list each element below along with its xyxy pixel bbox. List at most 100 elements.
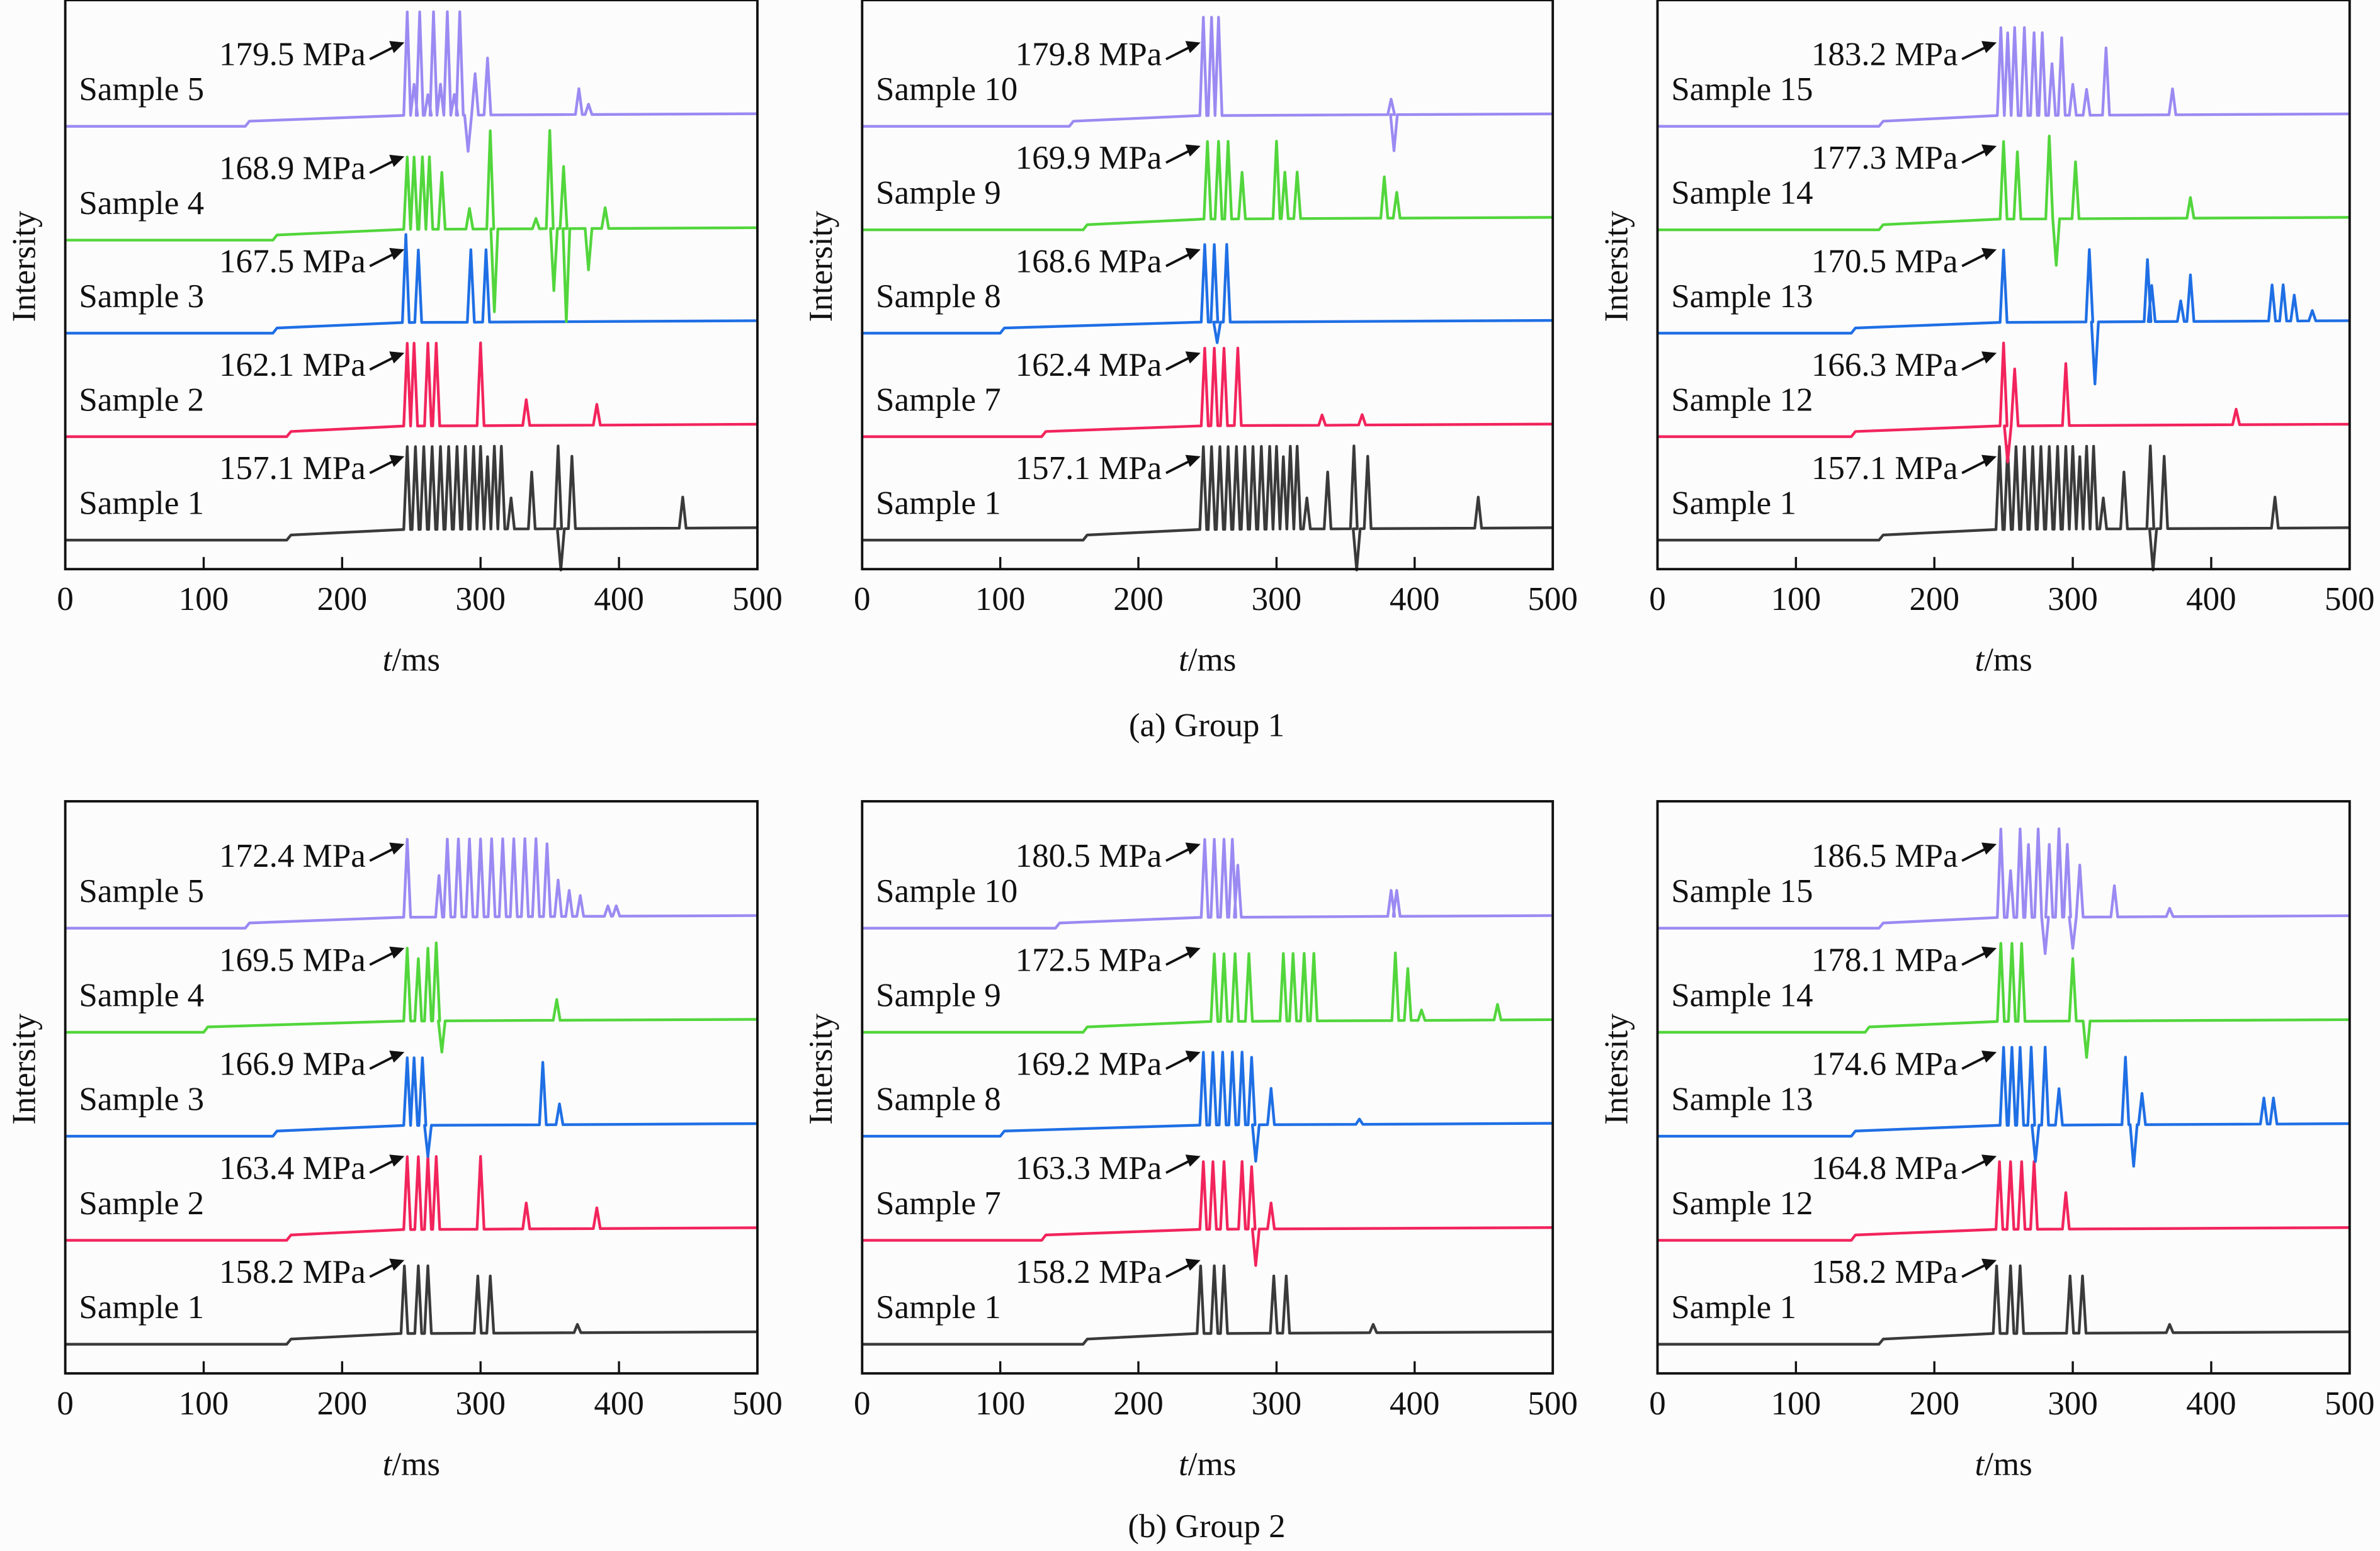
arrowhead-icon <box>1981 1051 1997 1063</box>
stress-annotation: 163.3 MPa <box>1016 1150 1162 1187</box>
x-tick-label: 500 <box>2325 1385 2375 1422</box>
caption-group-1: (a) Group 1 <box>1129 707 1284 743</box>
stress-annotation: 166.9 MPa <box>219 1046 366 1083</box>
x-tick-label: 300 <box>1252 581 1302 618</box>
stress-annotation: 172.5 MPa <box>1016 942 1162 978</box>
y-axis-label: Intersity <box>803 1013 839 1125</box>
series-line-sample-9 <box>862 951 1553 1034</box>
arrowhead-icon <box>389 247 405 261</box>
x-axis-label: t/ms <box>1179 642 1236 679</box>
stress-annotation: 167.5 MPa <box>219 243 366 279</box>
x-tick-label: 300 <box>455 1385 506 1422</box>
x-tick-label: 200 <box>317 581 368 618</box>
series-label: Sample 13 <box>1671 278 1813 315</box>
x-tick-label: 0 <box>57 1385 74 1422</box>
stress-annotation: 169.9 MPa <box>1016 140 1162 176</box>
stress-annotation: 157.1 MPa <box>219 450 366 487</box>
arrowhead-icon <box>1981 842 1997 855</box>
arrowhead-icon <box>1185 1154 1201 1167</box>
series-line-sample-1 <box>1657 1264 2350 1346</box>
arrowhead-icon <box>1185 454 1201 467</box>
series-line-sample-5 <box>65 837 757 930</box>
x-tick-label: 100 <box>179 581 229 618</box>
plot-frame <box>64 0 759 571</box>
x-tick-label: 0 <box>1649 581 1666 618</box>
x-tick-label: 100 <box>179 1385 229 1422</box>
x-tick-label: 100 <box>975 581 1026 618</box>
x-tick-label: 400 <box>594 1385 644 1422</box>
x-tick-label: 0 <box>854 581 871 618</box>
x-axis-label: t/ms <box>1975 1446 2032 1482</box>
series-label: Sample 1 <box>1671 485 1796 522</box>
series-label: Sample 10 <box>876 873 1017 910</box>
plot-frame <box>861 800 1555 1375</box>
series-label: Sample 14 <box>1671 175 1813 212</box>
arrowhead-icon <box>389 1258 405 1271</box>
series-label: Sample 9 <box>876 977 1001 1013</box>
stress-annotation: 179.8 MPa <box>1016 37 1162 73</box>
x-tick-label: 200 <box>317 1385 368 1422</box>
stress-annotation: 180.5 MPa <box>1016 838 1162 874</box>
stress-annotation: 157.1 MPa <box>1016 450 1162 487</box>
series-line-sample-10 <box>862 16 1553 152</box>
series-label: Sample 4 <box>79 185 204 222</box>
series-label: Sample 2 <box>79 381 204 418</box>
arrowhead-icon <box>1185 144 1201 157</box>
series-label: Sample 1 <box>1671 1289 1796 1326</box>
y-axis-label: Intersity <box>6 1013 42 1125</box>
x-tick-label: 500 <box>1527 1385 1578 1422</box>
x-tick-label: 500 <box>2325 581 2375 618</box>
stress-annotation: 162.4 MPa <box>1016 347 1162 383</box>
x-tick-label: 500 <box>732 1385 783 1422</box>
series-label: Sample 1 <box>79 485 204 522</box>
x-tick-label: 100 <box>1771 581 1822 618</box>
stress-annotation: 169.5 MPa <box>219 942 366 978</box>
series-label: Sample 2 <box>79 1185 204 1222</box>
series-label: Sample 7 <box>876 381 1001 418</box>
stress-annotation: 158.2 MPa <box>1811 1254 1958 1290</box>
x-tick-label: 300 <box>2048 581 2098 618</box>
stress-annotation: 166.3 MPa <box>1811 347 1958 383</box>
series-line-sample-15 <box>1657 827 2350 956</box>
series-label: Sample 12 <box>1671 381 1813 418</box>
stress-annotation: 174.6 MPa <box>1811 1046 1958 1083</box>
series-label: Sample 3 <box>79 278 204 315</box>
arrowhead-icon <box>1981 41 1997 54</box>
stress-annotation: 168.6 MPa <box>1016 243 1162 279</box>
y-axis-label: Intersity <box>1598 210 1635 322</box>
series-label: Sample 15 <box>1671 71 1813 108</box>
x-tick-label: 200 <box>1113 1385 1164 1422</box>
chart-panel-4: Sample 1 158.2 MPa Sample 2 163.4 MPa Sample… <box>6 800 783 1482</box>
x-axis-variable: t <box>1179 1446 1189 1482</box>
plot-frame <box>1656 800 2351 1375</box>
arrowhead-icon <box>1185 247 1201 261</box>
arrowhead-icon <box>389 41 405 54</box>
series-line-sample-3 <box>65 1056 757 1158</box>
x-tick-label: 100 <box>975 1385 1026 1422</box>
series-line-sample-1 <box>1657 444 2350 572</box>
chart-panel-5: Sample 1 158.2 MPa Sample 7 163.3 MPa Sample… <box>803 800 1578 1482</box>
x-tick-label: 400 <box>2186 1385 2236 1422</box>
arrowhead-icon <box>1981 351 1997 364</box>
arrowhead-icon <box>1981 1154 1997 1167</box>
series-label: Sample 5 <box>79 71 204 108</box>
series-label: Sample 4 <box>79 977 204 1013</box>
arrowhead-icon <box>389 842 405 855</box>
arrowhead-icon <box>389 1154 405 1167</box>
series-line-sample-12 <box>1657 1160 2350 1242</box>
x-axis-label: t/ms <box>383 642 440 679</box>
x-tick-label: 500 <box>732 581 783 618</box>
series-label: Sample 8 <box>876 1081 1001 1118</box>
series-line-sample-4 <box>65 129 757 324</box>
x-axis-variable: t <box>1975 1446 1985 1482</box>
x-tick-label: 0 <box>1649 1385 1666 1422</box>
stress-annotation: 172.4 MPa <box>219 838 366 874</box>
arrowhead-icon <box>1981 454 1997 467</box>
series-label: Sample 5 <box>79 873 204 910</box>
stress-annotation: 163.4 MPa <box>219 1150 366 1187</box>
stress-annotation: 164.8 MPa <box>1811 1150 1958 1187</box>
stress-annotation: 183.2 MPa <box>1811 37 1958 73</box>
series-label: Sample 1 <box>876 485 1001 522</box>
